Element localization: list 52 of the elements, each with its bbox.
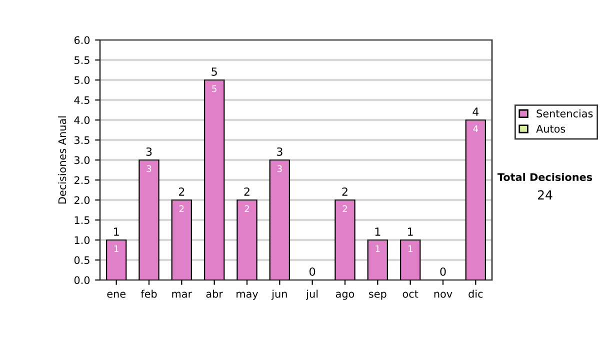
x-tick-label: abr <box>206 290 223 298</box>
text: 1.0 <box>74 236 90 244</box>
x-tick-label: sep <box>369 292 386 300</box>
total-label: 1 <box>408 228 413 236</box>
total-label: 3 <box>146 147 152 156</box>
text: 4.0 <box>74 116 90 124</box>
data-label: 2 <box>244 205 249 212</box>
text: 2.0 <box>74 196 90 204</box>
text: 0.0 <box>74 276 90 284</box>
data-label: 5 <box>212 85 216 92</box>
text: 0.5 <box>74 256 90 264</box>
total-label: 3 <box>276 147 282 156</box>
x-tick-label: ene <box>107 292 126 298</box>
text: 3.5 <box>74 136 90 144</box>
x-tick-label: oct <box>402 290 418 298</box>
total-label: 0 <box>310 267 316 276</box>
text: 3.0 <box>74 156 90 164</box>
data-label: 1 <box>376 245 380 252</box>
data-label: 1 <box>114 245 118 252</box>
x-tick-label: nov <box>434 292 452 298</box>
text: 1.5 <box>74 216 90 224</box>
data-label: 2 <box>179 205 184 212</box>
x-tick-label: dic <box>468 290 483 298</box>
total-label: 2 <box>178 187 184 196</box>
total-label: 4 <box>472 108 479 116</box>
legend-label: Autos <box>536 124 566 133</box>
data-label: 3 <box>146 165 152 172</box>
total-label: 1 <box>114 228 119 236</box>
x-tick-label: jul <box>306 290 318 300</box>
total-label: 5 <box>212 68 217 76</box>
x-tick-label: mar <box>172 292 192 298</box>
x-tick-label: jun <box>271 290 287 300</box>
text: 2.5 <box>74 176 90 184</box>
x-tick-label: may <box>236 292 258 300</box>
data-label: 4 <box>473 125 478 132</box>
x-tick-label: ago <box>336 292 354 300</box>
text: 5.0 <box>74 76 90 84</box>
y-axis-title: Decisiones Anual <box>58 116 66 204</box>
total-label: 2 <box>244 187 250 196</box>
data-label: 2 <box>342 205 347 212</box>
total-label: 2 <box>342 187 348 196</box>
text: Total Decisiones <box>497 172 592 182</box>
total-label: 0 <box>440 267 446 276</box>
legend-label: Sentencias <box>536 109 593 118</box>
text: 24 <box>538 190 552 200</box>
x-tick-label: feb <box>140 290 157 298</box>
text: 6.0 <box>74 36 90 44</box>
text: 5.5 <box>74 56 90 64</box>
data-label: 1 <box>408 245 412 252</box>
data-label: 3 <box>277 165 282 172</box>
total-label: 1 <box>375 228 380 236</box>
text: 4.5 <box>74 96 90 104</box>
